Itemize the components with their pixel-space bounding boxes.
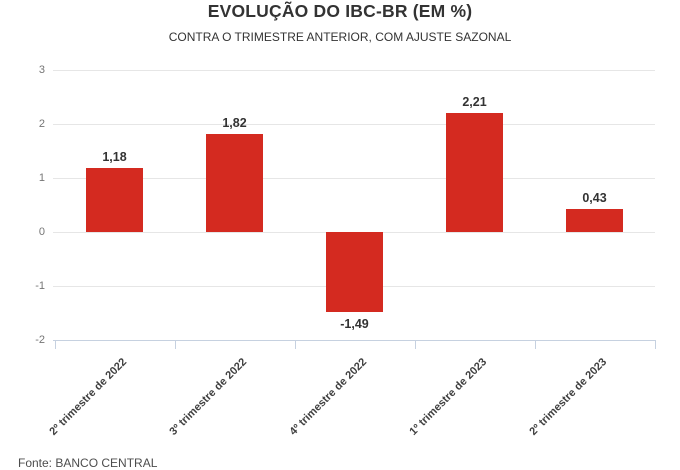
bar-value-label: 1,18 <box>102 150 127 165</box>
x-category-label: 2º trimestre de 2022 <box>47 356 129 438</box>
chart-title: EVOLUÇÃO DO IBC-BR (EM %) <box>207 1 473 21</box>
x-tick-mark <box>294 340 296 349</box>
y-tick-label: 2 <box>38 118 45 130</box>
gridline-y-3 <box>53 70 655 71</box>
bar <box>446 112 503 232</box>
x-category-label: 3º trimestre de 2022 <box>167 356 249 438</box>
x-tick-mark <box>414 340 416 349</box>
y-tick-label: 0 <box>38 226 45 238</box>
x-tick-mark <box>654 340 656 349</box>
gridline-y-2 <box>53 124 655 125</box>
x-tick-mark <box>54 340 56 349</box>
bar-value-label: 1,82 <box>222 115 247 130</box>
y-tick-label: 3 <box>38 64 45 76</box>
source-credit: Fonte: BANCO CENTRAL <box>18 456 158 470</box>
gridline-y-1 <box>53 178 655 179</box>
x-category-label: 4º trimestre de 2022 <box>287 356 369 438</box>
y-tick-label: -2 <box>35 334 45 346</box>
bar <box>206 133 263 232</box>
chart-subtitle: CONTRA O TRIMESTRE ANTERIOR, COM AJUSTE … <box>168 30 512 44</box>
y-tick-label: -1 <box>35 280 45 292</box>
bar <box>566 208 623 232</box>
bar-value-label: 0,43 <box>582 190 607 205</box>
x-category-label: 1º trimestre de 2023 <box>407 356 489 438</box>
x-tick-mark <box>174 340 176 349</box>
bar <box>326 232 383 313</box>
bar-value-label: -1,49 <box>340 317 369 332</box>
gridline-y--2 <box>53 340 655 341</box>
bar <box>86 168 143 232</box>
x-category-label: 2º trimestre de 2023 <box>527 356 609 438</box>
bar-value-label: 2,21 <box>462 94 487 109</box>
x-tick-mark <box>534 340 536 349</box>
y-tick-label: 1 <box>38 172 45 184</box>
